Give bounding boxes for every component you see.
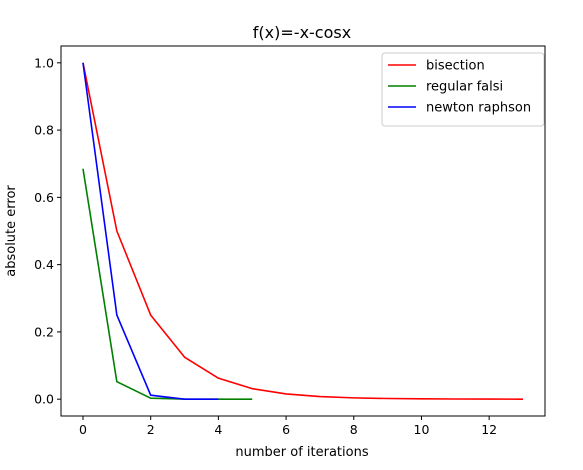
y-tick-label: 0.2	[34, 324, 54, 339]
y-tick-label: 0.0	[34, 392, 54, 407]
x-tick-label: 10	[414, 422, 430, 437]
series-line-bisection	[82, 62, 524, 400]
x-tick-label: 12	[481, 422, 497, 437]
plot-frame	[60, 45, 546, 417]
x-tick-label: 2	[147, 422, 155, 437]
y-axis-label: absolute error	[4, 185, 19, 277]
legend-box	[381, 52, 545, 127]
y-tick-label: 0.6	[34, 190, 54, 205]
x-tick-label: 0	[79, 422, 87, 437]
x-tick-label: 6	[282, 422, 290, 437]
chart-title: f(x)=-x-cosx	[253, 23, 351, 42]
series-line-regular-falsi	[82, 168, 253, 400]
series-lines	[82, 62, 524, 400]
y-tick-label: 1.0	[34, 55, 54, 70]
legend-label-newton-raphson: newton raphson	[426, 101, 531, 116]
series-line-newton-raphson	[82, 62, 219, 400]
legend: bisection regular falsi newton raphson	[381, 52, 545, 127]
legend-label-bisection: bisection	[426, 59, 485, 74]
legend-label-regular-falsi: regular falsi	[426, 80, 503, 95]
x-tick-label: 4	[214, 422, 222, 437]
y-tick-label: 0.8	[34, 123, 54, 138]
y-tick-label: 0.4	[34, 257, 54, 272]
x-axis-label: number of iterations	[235, 445, 368, 460]
x-axis-ticks: 0 2 4 6 8 10 12	[79, 416, 497, 437]
y-axis-ticks: 0.0 0.2 0.4 0.6 0.8 1.0	[34, 55, 61, 407]
x-tick-label: 8	[350, 422, 358, 437]
